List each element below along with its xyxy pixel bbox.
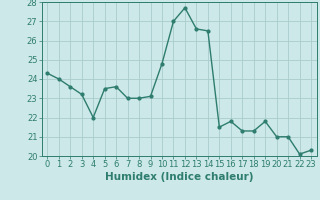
- X-axis label: Humidex (Indice chaleur): Humidex (Indice chaleur): [105, 172, 253, 182]
